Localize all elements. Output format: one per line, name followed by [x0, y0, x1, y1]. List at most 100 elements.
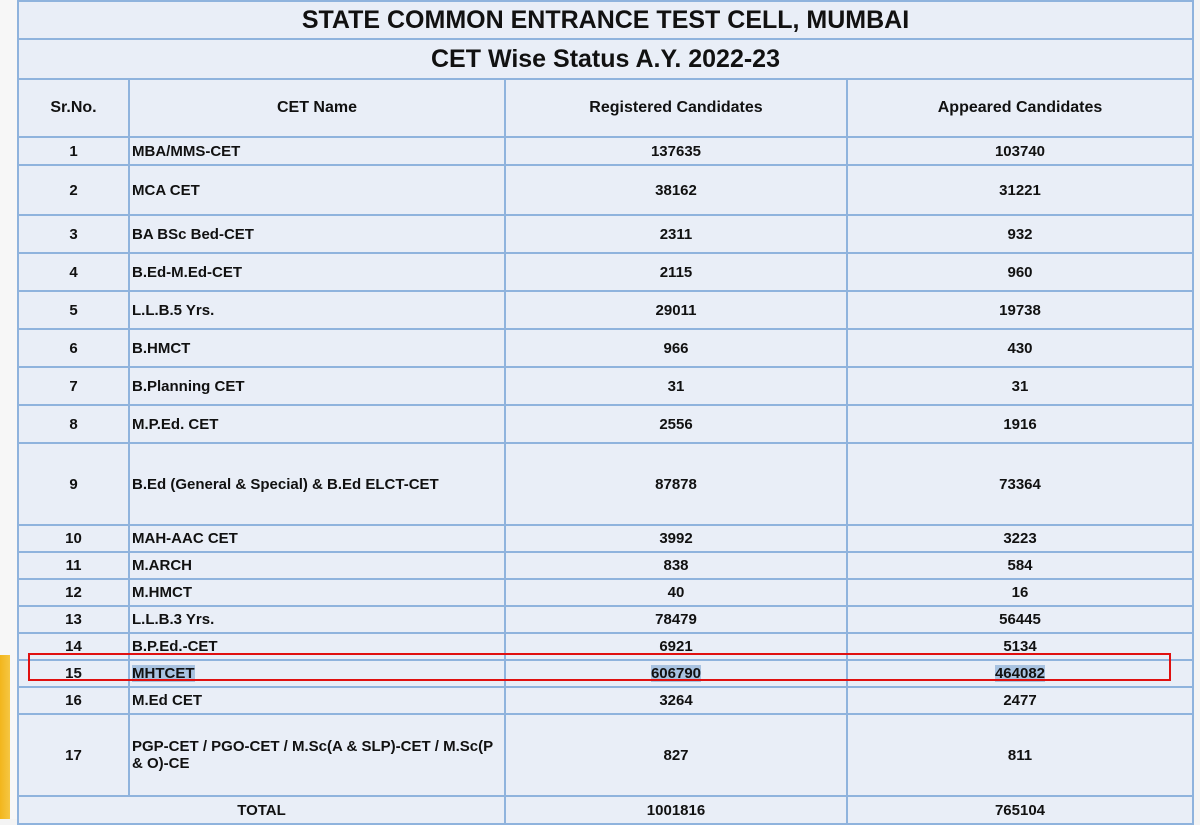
row-cet-name: PGP-CET / PGO-CET / M.Sc(A & SLP)-CET / …	[128, 713, 506, 797]
row-srno: 5	[17, 290, 130, 330]
selected-text: MHTCET	[132, 665, 195, 682]
row-cet-name: M.Ed CET	[128, 686, 506, 715]
row-srno: 8	[17, 404, 130, 444]
column-header-registered: Registered Candidates	[504, 78, 848, 138]
row-cet-name: L.L.B.5 Yrs.	[128, 290, 506, 330]
row-registered: 827	[504, 713, 848, 797]
row-srno: 16	[17, 686, 130, 715]
row-registered: 2311	[504, 214, 848, 254]
cet-status-table: STATE COMMON ENTRANCE TEST CELL, MUMBAI …	[17, 0, 1194, 825]
row-cet-name: MAH-AAC CET	[128, 524, 506, 553]
row-appeared: 103740	[846, 136, 1194, 166]
table-row: 14 B.P.Ed.-CET 6921 5134	[17, 632, 1194, 661]
row-cet-name: M.P.Ed. CET	[128, 404, 506, 444]
row-srno: 14	[17, 632, 130, 661]
row-srno: 4	[17, 252, 130, 292]
total-label: TOTAL	[17, 795, 506, 825]
row-appeared: 56445	[846, 605, 1194, 634]
total-registered: 1001816	[504, 795, 848, 825]
row-srno: 1	[17, 136, 130, 166]
row-appeared: 464082	[846, 659, 1194, 688]
table-row: 3 BA BSc Bed-CET 2311 932	[17, 214, 1194, 254]
row-registered: 137635	[504, 136, 848, 166]
row-cet-name: BA BSc Bed-CET	[128, 214, 506, 254]
table-row: 17 PGP-CET / PGO-CET / M.Sc(A & SLP)-CET …	[17, 713, 1194, 797]
table-row: 7 B.Planning CET 31 31	[17, 366, 1194, 406]
row-srno: 3	[17, 214, 130, 254]
row-cet-name: M.HMCT	[128, 578, 506, 607]
row-cet-name: B.HMCT	[128, 328, 506, 368]
page-subtitle: CET Wise Status A.Y. 2022-23	[17, 38, 1194, 80]
row-cet-name: B.Ed (General & Special) & B.Ed ELCT-CET	[128, 442, 506, 526]
table-row: 9 B.Ed (General & Special) & B.Ed ELCT-CE…	[17, 442, 1194, 526]
table-row: 16 M.Ed CET 3264 2477	[17, 686, 1194, 715]
row-appeared: 19738	[846, 290, 1194, 330]
row-srno: 15	[17, 659, 130, 688]
table-row: 13 L.L.B.3 Yrs. 78479 56445	[17, 605, 1194, 634]
total-appeared: 765104	[846, 795, 1194, 825]
table-row: 12 M.HMCT 40 16	[17, 578, 1194, 607]
row-srno: 6	[17, 328, 130, 368]
row-registered: 6921	[504, 632, 848, 661]
row-cet-name: B.P.Ed.-CET	[128, 632, 506, 661]
column-header-appeared: Appeared Candidates	[846, 78, 1194, 138]
table-row: 2 MCA CET 38162 31221	[17, 164, 1194, 216]
row-srno: 13	[17, 605, 130, 634]
column-header-srno: Sr.No.	[17, 78, 130, 138]
row-registered: 87878	[504, 442, 848, 526]
row-cet-name: MHTCET	[128, 659, 506, 688]
row-srno: 2	[17, 164, 130, 216]
row-registered: 3992	[504, 524, 848, 553]
row-cet-name: MCA CET	[128, 164, 506, 216]
table-header-row: Sr.No. CET Name Registered Candidates Ap…	[17, 78, 1194, 138]
row-registered: 78479	[504, 605, 848, 634]
row-registered: 838	[504, 551, 848, 580]
table-row: 1 MBA/MMS-CET 137635 103740	[17, 136, 1194, 166]
table-row: 8 M.P.Ed. CET 2556 1916	[17, 404, 1194, 444]
row-registered: 31	[504, 366, 848, 406]
row-appeared: 3223	[846, 524, 1194, 553]
row-registered: 606790	[504, 659, 848, 688]
row-appeared: 932	[846, 214, 1194, 254]
row-appeared: 430	[846, 328, 1194, 368]
cet-status-table-container: STATE COMMON ENTRANCE TEST CELL, MUMBAI …	[17, 0, 1194, 825]
row-registered: 40	[504, 578, 848, 607]
row-appeared: 73364	[846, 442, 1194, 526]
yellow-accent-bar	[0, 655, 10, 819]
row-srno: 12	[17, 578, 130, 607]
row-appeared: 960	[846, 252, 1194, 292]
row-cet-name: B.Ed-M.Ed-CET	[128, 252, 506, 292]
table-row: 4 B.Ed-M.Ed-CET 2115 960	[17, 252, 1194, 292]
table-row: 6 B.HMCT 966 430	[17, 328, 1194, 368]
row-srno: 7	[17, 366, 130, 406]
table-row: 15 MHTCET 606790 464082	[17, 659, 1194, 688]
row-registered: 3264	[504, 686, 848, 715]
row-appeared: 31	[846, 366, 1194, 406]
row-registered: 2115	[504, 252, 848, 292]
selected-text: 606790	[650, 665, 702, 682]
row-srno: 9	[17, 442, 130, 526]
row-registered: 966	[504, 328, 848, 368]
selected-text: 464082	[994, 665, 1046, 682]
table-row: 10 MAH-AAC CET 3992 3223	[17, 524, 1194, 553]
row-cet-name: MBA/MMS-CET	[128, 136, 506, 166]
row-srno: 10	[17, 524, 130, 553]
row-registered: 29011	[504, 290, 848, 330]
row-appeared: 5134	[846, 632, 1194, 661]
row-appeared: 16	[846, 578, 1194, 607]
row-appeared: 31221	[846, 164, 1194, 216]
column-header-cet-name: CET Name	[128, 78, 506, 138]
row-cet-name: L.L.B.3 Yrs.	[128, 605, 506, 634]
row-registered: 38162	[504, 164, 848, 216]
row-srno: 17	[17, 713, 130, 797]
row-srno: 11	[17, 551, 130, 580]
row-cet-name: B.Planning CET	[128, 366, 506, 406]
row-cet-name: M.ARCH	[128, 551, 506, 580]
left-margin	[0, 0, 18, 819]
table-row: 5 L.L.B.5 Yrs. 29011 19738	[17, 290, 1194, 330]
row-appeared: 584	[846, 551, 1194, 580]
row-appeared: 1916	[846, 404, 1194, 444]
row-registered: 2556	[504, 404, 848, 444]
page-title: STATE COMMON ENTRANCE TEST CELL, MUMBAI	[17, 0, 1194, 40]
total-row: TOTAL 1001816 765104	[17, 795, 1194, 825]
